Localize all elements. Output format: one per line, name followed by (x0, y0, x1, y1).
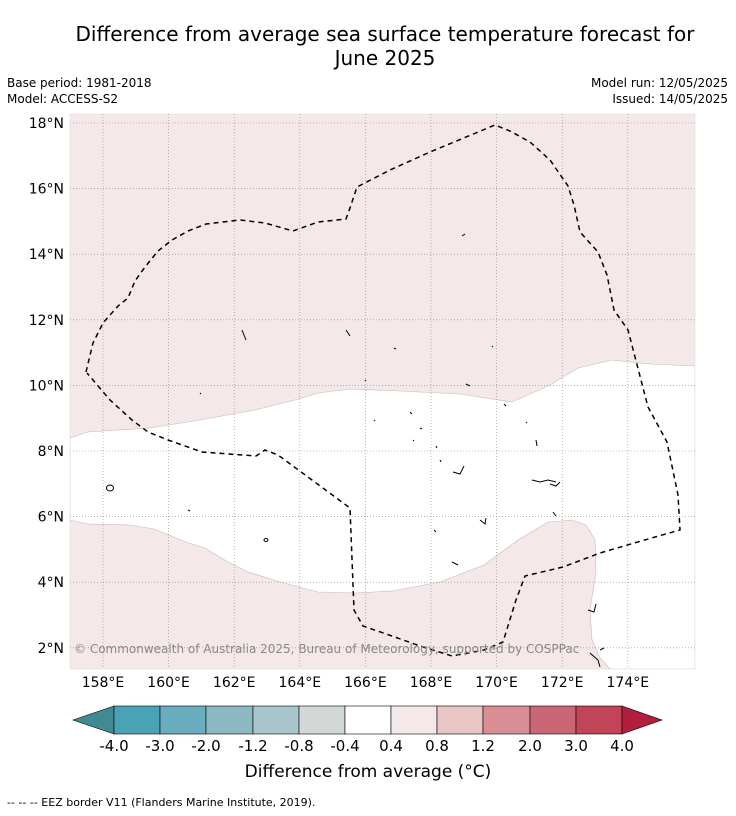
lon-label: 170°E (475, 675, 518, 691)
colorbar-tick-label: 2.0 (518, 737, 542, 755)
islands (106, 233, 605, 668)
lat-label: 10°N (29, 378, 64, 394)
copyright-text: © Commonwealth of Australia 2025, Bureau… (74, 642, 579, 656)
colorbar-segment (298, 705, 346, 735)
colorbar-tick-label: -2.0 (191, 737, 220, 755)
colorbar-label: Difference from average (°C) (244, 762, 492, 782)
colorbar-segment (436, 705, 484, 735)
colorbar-segment (113, 705, 161, 735)
colorbar-segment (159, 705, 207, 735)
lon-label: 166°E (344, 675, 387, 691)
colorbar-segment (344, 705, 392, 735)
colorbar-tick-label: -0.8 (284, 737, 313, 755)
lat-label: 4°N (38, 575, 64, 591)
graticule (70, 114, 695, 669)
lon-label: 158°E (82, 675, 125, 691)
lon-label: 164°E (279, 675, 322, 691)
neutral-anomaly-region (70, 359, 695, 669)
model-name: Model: ACCESS-S2 (7, 92, 119, 106)
lat-label: 14°N (29, 247, 64, 263)
map-frame (69, 113, 696, 670)
colorbar-arrow-low (72, 705, 115, 735)
lat-label: 6°N (38, 510, 64, 526)
lon-label: 174°E (607, 675, 650, 691)
colorbar-tick-label: 4.0 (610, 737, 634, 755)
latitude-labels: 18°N 16°N 14°N 12°N 10°N 8°N 6°N 4°N 2°N (29, 116, 64, 657)
lat-label: 8°N (38, 444, 64, 460)
colorbar-tick-label: -4.0 (99, 737, 128, 755)
lon-label: 162°E (213, 675, 256, 691)
model-run: Model run: 12/05/2025 (590, 76, 728, 90)
map-title-line1: Difference from average sea surface temp… (75, 22, 695, 46)
issued-date: Issued: 14/05/2025 (612, 92, 728, 106)
colorbar-segment (529, 705, 577, 735)
map-title-line2: June 2025 (334, 46, 436, 70)
colorbar-tick-label: 0.8 (425, 737, 449, 755)
colorbar-segment (482, 705, 531, 735)
colorbar (72, 705, 663, 735)
colorbar-segment (205, 705, 254, 735)
lon-label: 168°E (410, 675, 453, 691)
colorbar-segment (390, 705, 438, 735)
map-area (70, 114, 695, 669)
colorbar-tick-label: -1.2 (238, 737, 267, 755)
longitude-labels: 158°E 160°E 162°E 164°E 166°E 168°E 170°E 172°E… (82, 675, 649, 691)
colorbar-tick-label: 3.0 (564, 737, 588, 755)
lon-label: 160°E (147, 675, 190, 691)
meta-right: Model run: 12/05/2025 Issued: 14/05/2025 (591, 75, 728, 107)
colorbar-segment (252, 705, 300, 735)
colorbar-arrow-high (621, 705, 663, 735)
colorbar-segment (575, 705, 623, 735)
lat-label: 16°N (29, 182, 64, 198)
lon-label: 172°E (541, 675, 584, 691)
colorbar-tick-label: -3.0 (145, 737, 174, 755)
lat-label: 18°N (29, 116, 64, 132)
eez-border (85, 124, 681, 657)
map-title: Difference from average sea surface temp… (40, 22, 730, 70)
colorbar-tick-label: 0.4 (379, 737, 403, 755)
eez-footnote: -- -- -- EEZ border V11 (Flanders Marine… (7, 796, 316, 809)
meta-left: Base period: 1981-2018 Model: ACCESS-S2 (7, 75, 152, 107)
base-period: Base period: 1981-2018 (7, 76, 152, 90)
lat-label: 2°N (38, 641, 64, 657)
colorbar-ticks: -4.0 -3.0 -2.0 -1.2 -0.8 -0.4 0.4 0.8 1.2 2.0 3.0 4… (99, 737, 634, 755)
colorbar-tick-label: 1.2 (471, 737, 495, 755)
lat-label: 12°N (29, 313, 64, 329)
colorbar-tick-label: -0.4 (330, 737, 359, 755)
